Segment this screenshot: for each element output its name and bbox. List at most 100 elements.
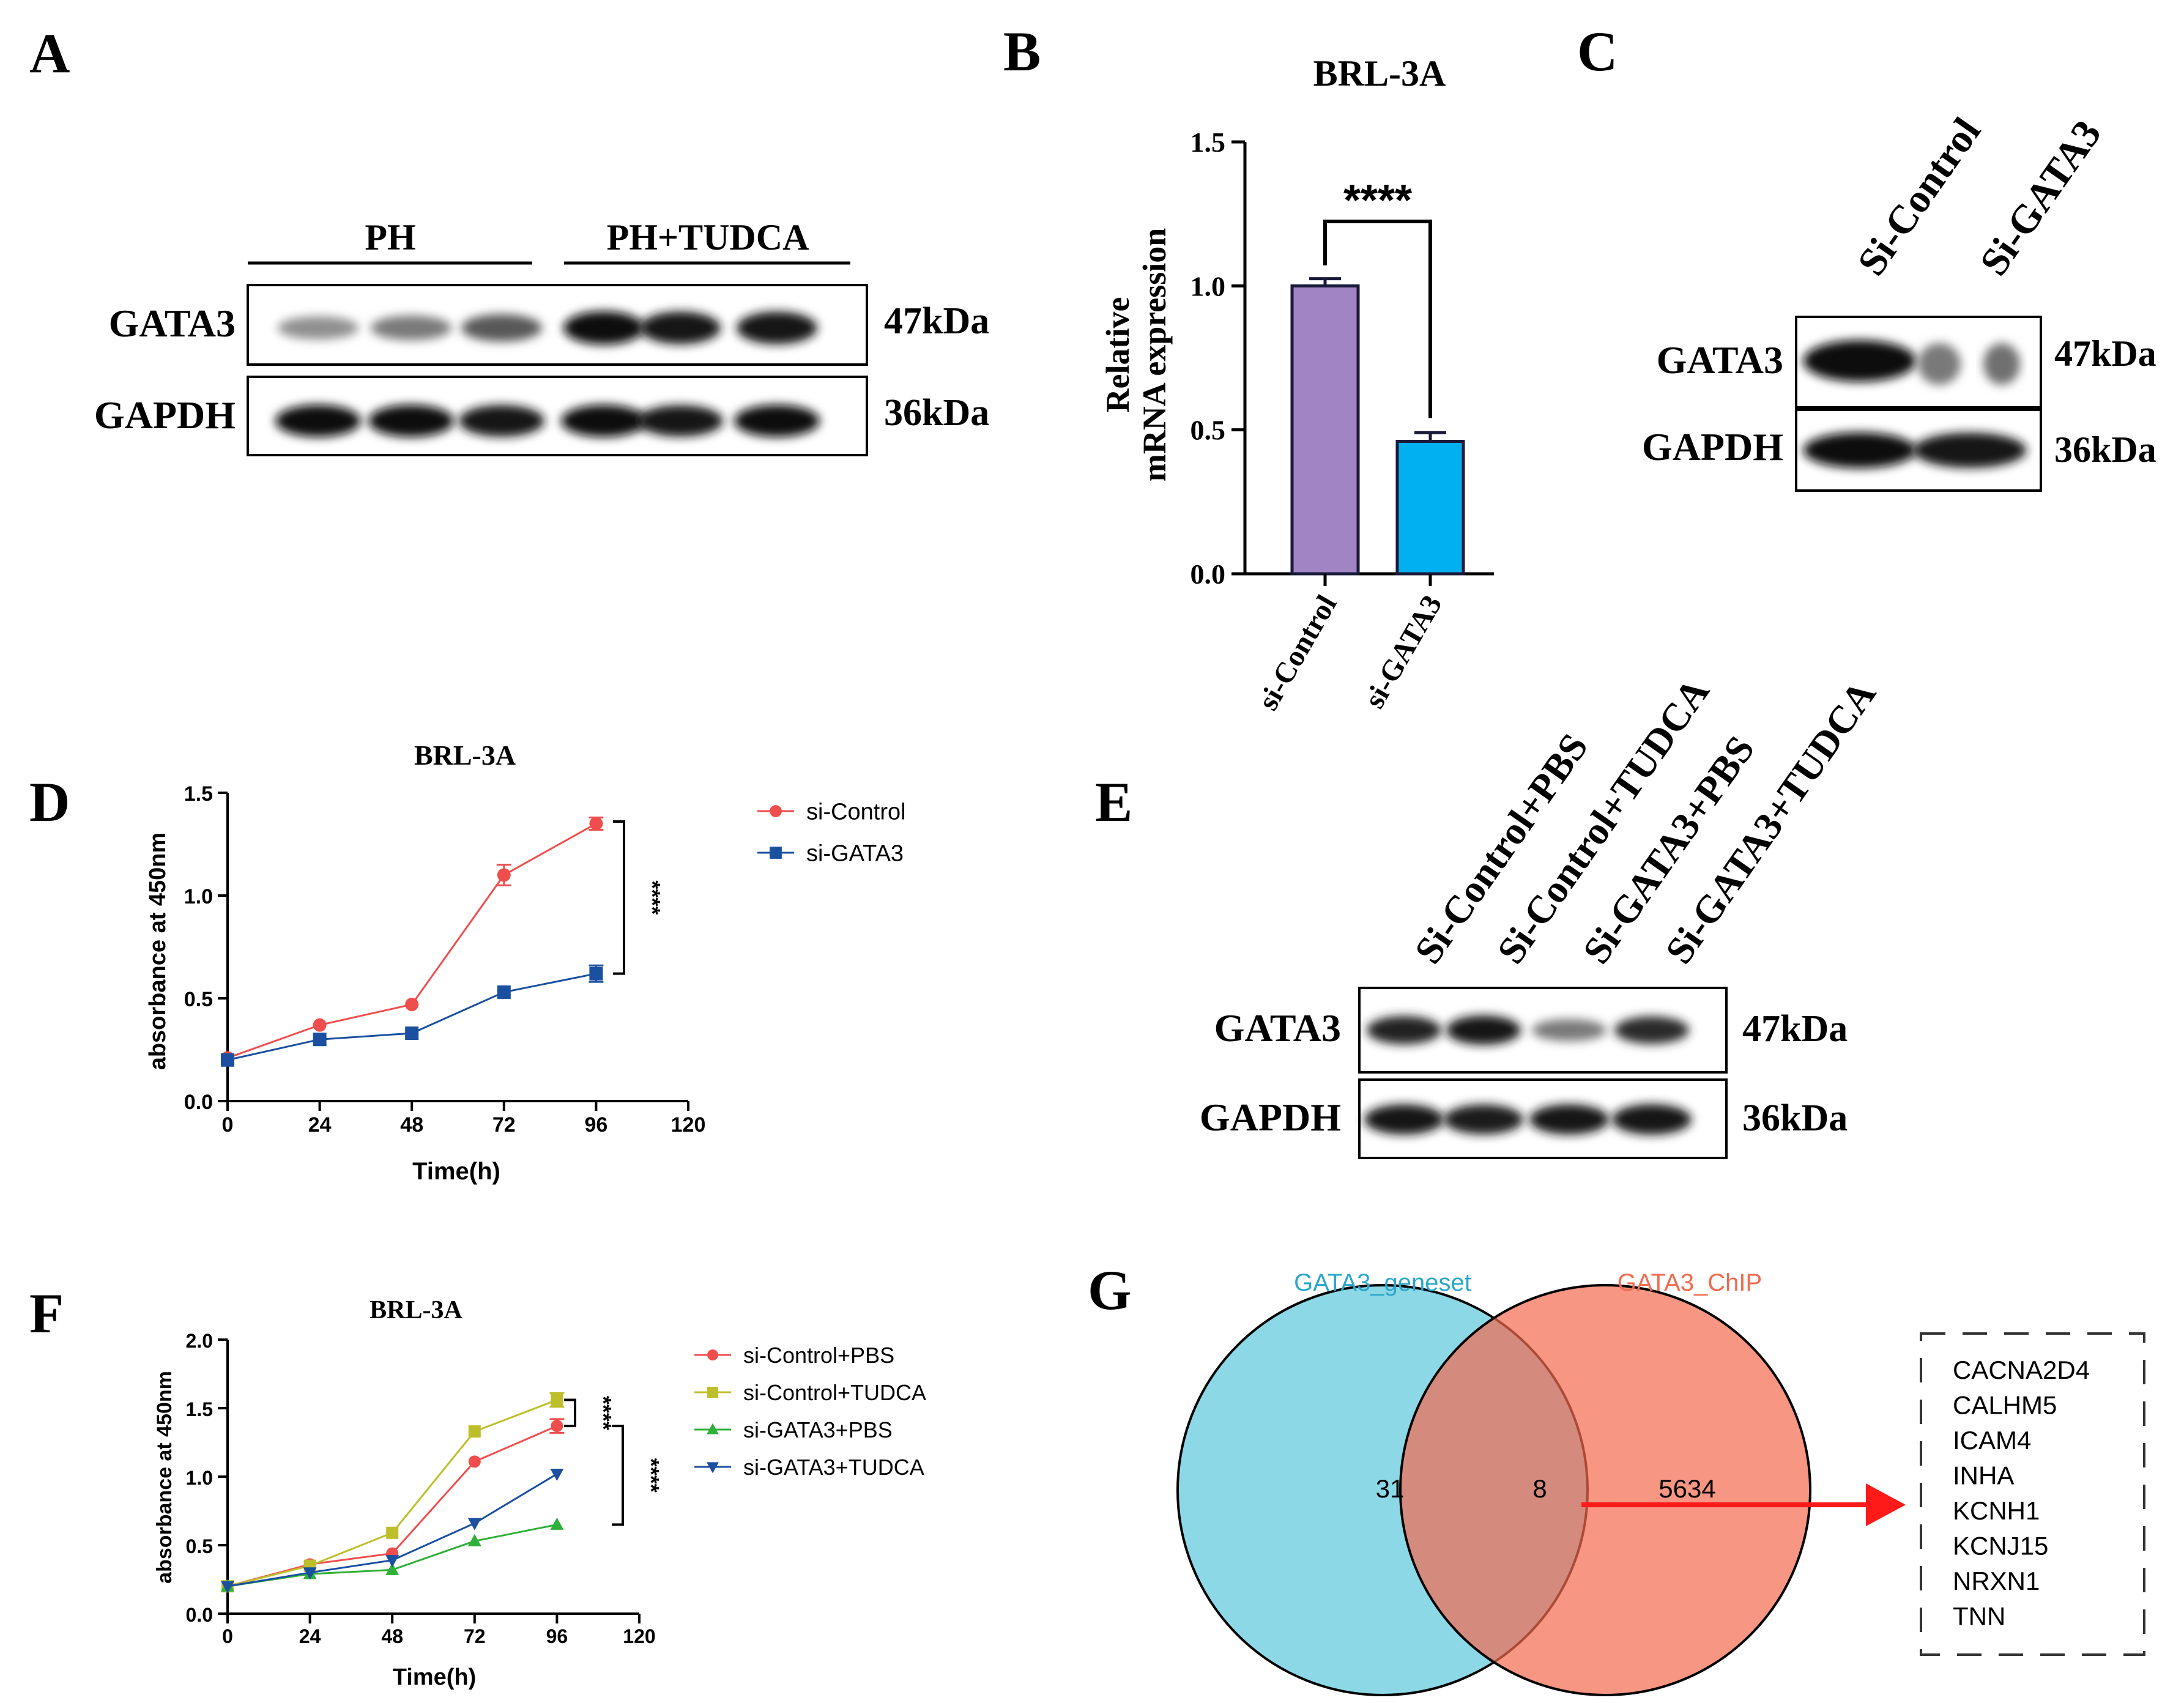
e-gapdh-band-1	[1364, 1104, 1444, 1135]
panel-letter-f: F	[29, 1282, 64, 1345]
chartF-legend-label: si-Control+TUDCA	[743, 1380, 926, 1405]
chart-b-ylabel-line1: Relative	[1099, 297, 1136, 413]
protein-label-e-gata3: GATA3	[1214, 1006, 1341, 1050]
protein-label-c-gata3: GATA3	[1657, 338, 1783, 382]
panel-letter-g: G	[1088, 1259, 1132, 1321]
protein-label-gata3: GATA3	[109, 302, 236, 345]
chart-b-bar-2	[1395, 439, 1465, 576]
chartD-series-line-2	[227, 973, 596, 1061]
chartD-ytick-label: 0.0	[184, 1091, 213, 1114]
panel-f-line-chart: BRL-3A absorbance at 450nm Time(h) 0.0 0.…	[153, 1296, 926, 1690]
chart-b-ylabel-line2: mRNA expression	[1136, 228, 1173, 482]
chartF-point	[386, 1526, 399, 1539]
gata3-band-1	[278, 316, 358, 339]
panel-letter-a: A	[29, 22, 70, 84]
chart-b-bar-1	[1290, 284, 1360, 576]
size-label-c-36kda: 36kDa	[2054, 429, 2156, 470]
panel-b-bar-chart: BRL-3A Relative mRNA expression 0.0 0.5 1.…	[1099, 53, 1494, 716]
e-gapdh-band-4	[1612, 1104, 1692, 1135]
chartF-point	[221, 1581, 234, 1594]
panel-d-line-chart: BRL-3A absorbance at 450nm Time(h) 0.0 0.…	[145, 740, 906, 1185]
chart-b-title: BRL-3A	[1313, 53, 1446, 94]
chartF-legend-marker	[707, 1387, 718, 1398]
chartD-point	[589, 967, 603, 981]
chartD-series-line-1	[227, 823, 597, 1059]
chartF-sig-stars: ****	[591, 1396, 616, 1430]
c-gata3-weak-band-2	[1983, 343, 2020, 385]
size-label-c-47kda: 47kDa	[2054, 333, 2156, 374]
chartF-point	[550, 1469, 564, 1482]
gene-list-item: NRXN1	[1953, 1567, 2040, 1595]
e-gata3-band-1	[1367, 1015, 1441, 1045]
e-gapdh-band-3	[1529, 1104, 1609, 1135]
panel-c-blot: Si-Control Si-GATA3 GATA3 GAPDH 47kDa 36…	[1642, 109, 2156, 492]
panel-letter-c: C	[1577, 20, 1618, 83]
chartD-xtick-label: 72	[492, 1113, 516, 1137]
e-gata3-band-3	[1532, 1018, 1606, 1042]
protein-label-gapdh: GAPDH	[94, 393, 236, 437]
venn-count-overlap: 8	[1532, 1474, 1547, 1503]
chartD-point	[497, 985, 511, 999]
gene-list-item: INHA	[1953, 1461, 2014, 1490]
chart-d-xlabel: Time(h)	[412, 1158, 500, 1185]
gene-list-item: CALHM5	[1953, 1391, 2057, 1420]
gata3-band-5	[640, 311, 721, 344]
lane-label-si-gata3: Si-GATA3	[1971, 112, 2110, 283]
protein-label-e-gapdh: GAPDH	[1200, 1096, 1341, 1139]
panel-letter-b: B	[1003, 20, 1041, 83]
chartF-ytick-label: 2.0	[186, 1330, 213, 1352]
chartD-ytick-label: 1.5	[184, 782, 213, 806]
chartF-point	[468, 1425, 481, 1438]
chartD-legend-marker	[770, 805, 782, 817]
chartF-xtick-label: 24	[299, 1625, 321, 1647]
chart-b-ytick-label: 0.0	[1190, 558, 1226, 590]
chart-b-ytick-label: 0.5	[1190, 415, 1226, 446]
panel-e-blot: Si-Control+PBS Si-Control+TUDCA Si-GATA3…	[1200, 670, 1884, 1159]
size-label-e-36kda: 36kDa	[1742, 1097, 1848, 1139]
arrow-head	[1866, 1483, 1906, 1526]
chart-f-ylabel: absorbance at 450nm	[153, 1371, 176, 1584]
chartF-legend-marker	[707, 1462, 719, 1474]
gapdh-band-3	[459, 405, 544, 437]
chartF-sig-bracket	[612, 1425, 624, 1526]
chartF-point	[468, 1455, 481, 1468]
gapdh-band-6	[734, 404, 820, 437]
chart-f-title: BRL-3A	[370, 1296, 462, 1324]
chart-b-ytick-label: 1.0	[1190, 270, 1226, 302]
panel-letter-d: D	[29, 771, 70, 833]
chart-b-sig-bracket	[1323, 220, 1432, 418]
chartD-ytick-label: 0.5	[184, 988, 213, 1011]
chartD-point	[497, 868, 511, 882]
e-gata3-band-2	[1446, 1015, 1521, 1045]
chartF-legend-marker	[707, 1349, 718, 1360]
venn-count-left: 31	[1376, 1474, 1405, 1503]
chartD-point	[405, 1026, 419, 1041]
gapdh-band-4	[561, 404, 647, 437]
chartD-xtick-label: 120	[671, 1113, 706, 1137]
chartF-ytick-label: 1.5	[186, 1398, 213, 1420]
group-label-ph-tudca: PH+TUDCA	[607, 217, 809, 258]
venn-count-right: 5634	[1658, 1474, 1715, 1503]
chartF-ytick-label: 1.0	[186, 1467, 213, 1489]
size-label-36kda: 36kDa	[884, 392, 989, 434]
chart-b-xtick-label: si-Control	[1252, 590, 1343, 716]
venn-circle-chip	[1399, 1284, 1811, 1696]
chartF-point	[551, 1420, 563, 1433]
chartD-xtick-label: 24	[308, 1113, 332, 1137]
chartF-legend-label: si-GATA3+TUDCA	[743, 1455, 924, 1480]
chartD-ytick-label: 1.0	[184, 885, 213, 908]
venn-label-geneset: GATA3_geneset	[1294, 1269, 1471, 1296]
gapdh-band-5	[637, 405, 723, 437]
chartD-xtick-label: 48	[400, 1113, 423, 1137]
gene-list-item: TNN	[1953, 1602, 2005, 1631]
chartD-point	[313, 1033, 327, 1047]
chartD-sig-stars: ****	[640, 880, 665, 915]
chartD-point	[405, 998, 419, 1012]
chartF-sig-bracket	[564, 1398, 576, 1428]
chartF-point	[467, 1534, 481, 1546]
e-gata3-band-4	[1614, 1016, 1689, 1044]
chart-d-title: BRL-3A	[414, 740, 516, 771]
chartF-legend-marker	[707, 1423, 719, 1434]
gata3-band-6	[737, 311, 817, 344]
chartD-legend-label: si-GATA3	[806, 841, 904, 867]
